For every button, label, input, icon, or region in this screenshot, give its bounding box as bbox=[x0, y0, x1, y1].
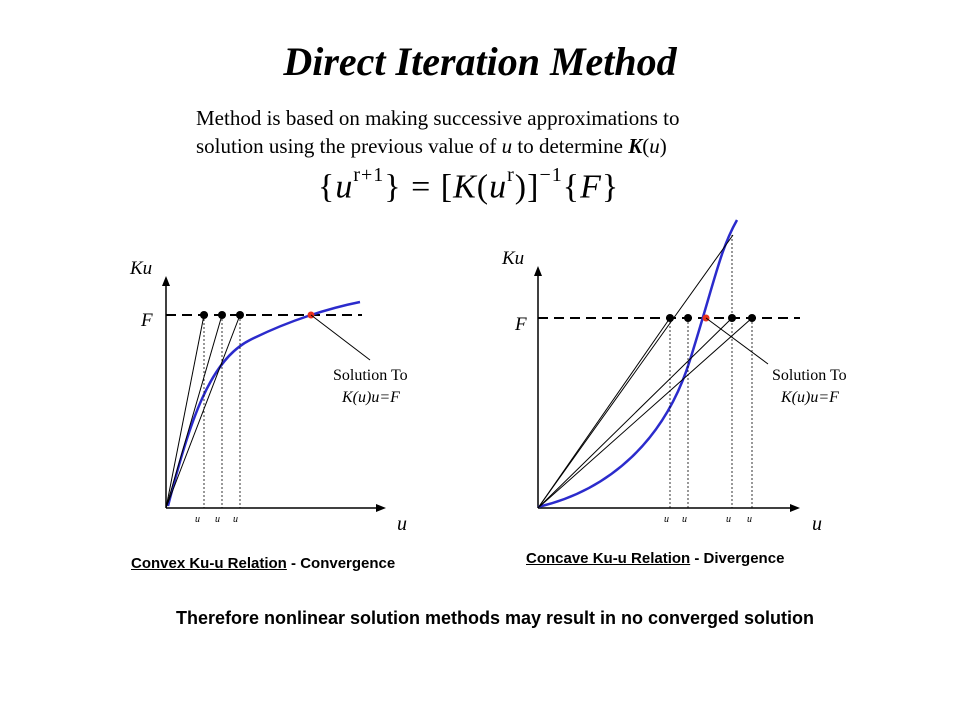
intro-line-2: solution using the previous value of u t… bbox=[196, 134, 667, 158]
right-solution-leader bbox=[705, 317, 769, 365]
right-y-axis-arrow bbox=[534, 266, 542, 276]
right-secant-3 bbox=[537, 317, 753, 509]
left-solution-leader bbox=[310, 314, 371, 361]
right-secant-1 bbox=[537, 234, 734, 509]
slide-title: Direct Iteration Method bbox=[283, 39, 677, 84]
right-solution-label-1: Solution To bbox=[772, 367, 847, 384]
left-caption: Convex Ku-u Relation - Convergence bbox=[131, 555, 396, 572]
right-solution-label-2: K(u)u=F bbox=[780, 389, 839, 406]
right-y-axis-label: Ku bbox=[501, 248, 524, 269]
left-secant-1 bbox=[165, 314, 205, 509]
right-tick-label-4: u bbox=[747, 514, 752, 525]
right-plot: Ku F u Solution To K(u)u=F u u u u bbox=[501, 219, 847, 535]
right-caption: Concave Ku-u Relation - Divergence bbox=[526, 550, 785, 567]
right-secant-4 bbox=[537, 317, 671, 509]
left-y-axis-arrow bbox=[162, 276, 170, 286]
left-x-axis-label: u bbox=[397, 513, 407, 535]
left-tick-label-2: u bbox=[215, 514, 220, 525]
right-iterate-point-4 bbox=[748, 314, 756, 322]
conclusion-text: Therefore nonlinear solution methods may… bbox=[175, 608, 815, 628]
left-tick-label-1: u bbox=[195, 514, 200, 525]
iteration-equation: {ur+1} = [K(ur)]−1{F} bbox=[318, 164, 620, 206]
left-iterate-point-2 bbox=[218, 311, 226, 319]
left-x-axis-arrow bbox=[376, 504, 386, 512]
intro-line-1: Method is based on making successive app… bbox=[196, 106, 680, 130]
right-x-axis-arrow bbox=[790, 504, 800, 512]
right-F-label: F bbox=[514, 314, 527, 335]
left-tick-label-3: u bbox=[233, 514, 238, 525]
left-F-label: F bbox=[140, 310, 153, 331]
right-iterate-point-1 bbox=[666, 314, 674, 322]
right-concave-curve bbox=[537, 219, 739, 509]
left-iterate-point-1 bbox=[200, 311, 208, 319]
right-secant-2 bbox=[537, 317, 733, 509]
left-secant-3 bbox=[165, 314, 241, 509]
right-tick-label-3: u bbox=[726, 514, 731, 525]
intro-text: Method is based on making successive app… bbox=[196, 104, 816, 160]
left-convex-curve bbox=[166, 300, 361, 507]
right-iterate-point-3 bbox=[728, 314, 736, 322]
right-iterate-point-2 bbox=[684, 314, 692, 322]
left-solution-label-1: Solution To bbox=[333, 367, 408, 384]
left-iterate-point-3 bbox=[236, 311, 244, 319]
right-tick-label-1: u bbox=[664, 514, 669, 525]
left-secant-2 bbox=[165, 314, 223, 509]
right-x-axis-label: u bbox=[812, 513, 822, 535]
right-tick-label-2: u bbox=[682, 514, 687, 525]
left-solution-label-2: K(u)u=F bbox=[341, 389, 400, 406]
left-y-axis-label: Ku bbox=[129, 258, 152, 279]
left-plot: Ku F u Solution To K(u)u=F u u u bbox=[129, 258, 408, 535]
